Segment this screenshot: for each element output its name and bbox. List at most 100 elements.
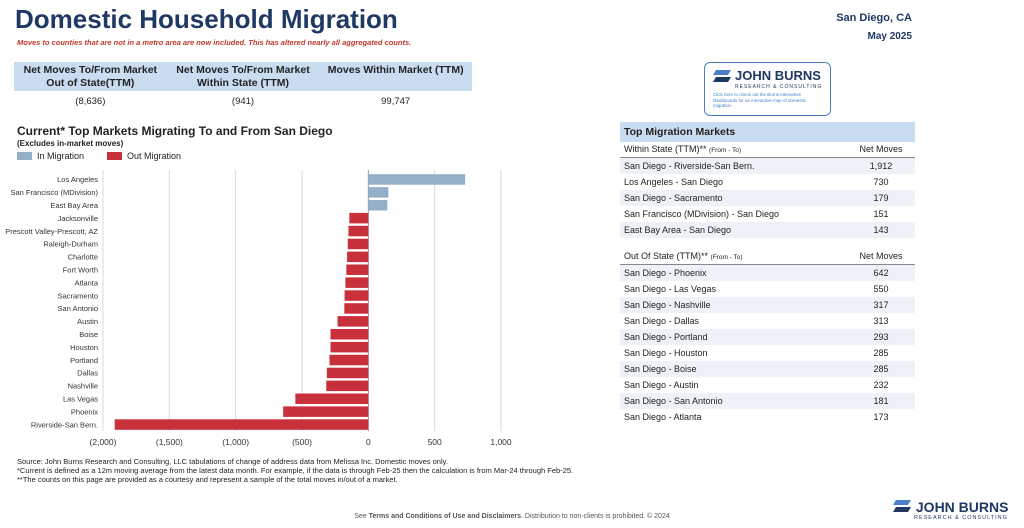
- bar-charlotte: [347, 251, 369, 263]
- footer-logo: JOHN BURNS RESEARCH & CONSULTING: [892, 499, 1008, 521]
- within-state-name: Los Angeles - San Diego: [624, 177, 724, 187]
- category-label: Dallas: [77, 369, 98, 378]
- category-label: Phoenix: [71, 407, 98, 416]
- within-state-row: Los Angeles - San Diego 730: [620, 174, 915, 190]
- footnote-current: *Current is defined as a 12m moving aver…: [17, 466, 574, 475]
- legend-in-migration: In Migration: [17, 151, 84, 161]
- bar-east-bay-area: [368, 200, 388, 211]
- out-of-state-name: San Diego - Las Vegas: [624, 284, 717, 294]
- within-state-row: San Diego - Riverside-San Bern. 1,912: [620, 158, 915, 174]
- logo-brand: JOHN BURNS: [735, 68, 821, 83]
- category-label: Fort Worth: [63, 266, 98, 275]
- out-of-state-name: San Diego - Austin: [624, 380, 699, 390]
- category-label: Austin: [77, 317, 98, 326]
- bar-los-angeles: [368, 174, 466, 185]
- within-state-header: Within State (TTM)** (From - To) Net Mov…: [620, 142, 915, 158]
- bar-fort-worth: [346, 264, 369, 275]
- within-state-value: 143: [873, 225, 889, 235]
- summary-value-within-market: 99,747: [381, 96, 411, 107]
- category-label: Charlotte: [68, 253, 98, 262]
- page-title: Domestic Household Migration: [15, 4, 398, 34]
- summary-value-within-state: (941): [231, 96, 255, 107]
- out-of-state-name: San Diego - Boise: [624, 364, 697, 374]
- within-state-name: San Francisco (MDivision) - San Diego: [624, 209, 780, 219]
- legend-out-label: Out Migration: [127, 151, 182, 161]
- footer-logo-brand: JOHN BURNS: [915, 499, 1009, 515]
- within-state-label: Within State (TTM)**: [624, 144, 707, 154]
- logo-brand-sub: RESEARCH & CONSULTING: [735, 84, 823, 90]
- summary-table: Net Moves To/From Market Out of State(TT…: [14, 62, 472, 107]
- category-label: Atlanta: [75, 278, 99, 287]
- out-of-state-row: San Diego - Phoenix 642: [620, 265, 915, 281]
- legend-out-migration: Out Migration: [107, 151, 181, 161]
- category-label: Houston: [70, 343, 98, 352]
- bar-jacksonville: [349, 212, 369, 224]
- bar-san-francisco-mdivision-: [368, 187, 389, 198]
- out-of-state-row: San Diego - Boise 285: [620, 361, 915, 377]
- bar-boise: [330, 329, 369, 340]
- out-of-state-row: San Diego - Atlanta 173: [620, 409, 915, 425]
- category-label: East Bay Area: [50, 201, 98, 210]
- top-markets-title: Top Migration Markets: [620, 122, 915, 142]
- bar-austin: [337, 316, 369, 327]
- within-state-col: Net Moves: [859, 144, 903, 154]
- out-of-state-col: Net Moves: [859, 251, 903, 261]
- out-of-state-row: San Diego - Portland 293: [620, 329, 915, 345]
- page-subtitle: Moves to counties that are not in a metr…: [17, 38, 412, 47]
- bar-riverside-san-bern-: [114, 419, 369, 430]
- footer-post: . Distribution to non-clients is prohibi…: [521, 513, 670, 520]
- x-tick-label: (2,000): [90, 437, 117, 447]
- summary-header-out-of-state: Net Moves To/From Market Out of State(TT…: [23, 64, 158, 89]
- out-of-state-name: San Diego - Portland: [624, 332, 708, 342]
- terms-link[interactable]: Terms and Conditions of Use and Disclaim…: [368, 513, 521, 520]
- summary-header-within-state: Net Moves To/From Market Within State (T…: [176, 64, 310, 89]
- footer-pre: See: [354, 513, 369, 520]
- dashboard-link-logo[interactable]: JOHN BURNS RESEARCH & CONSULTING Click h…: [704, 62, 831, 116]
- report-date: May 2025: [867, 31, 912, 42]
- bar-sacramento: [344, 290, 369, 301]
- category-label: Portland: [70, 356, 98, 365]
- within-state-name: East Bay Area - San Diego: [624, 225, 732, 235]
- within-state-name: San Diego - Sacramento: [624, 193, 723, 203]
- legend-in-label: In Migration: [37, 151, 85, 161]
- within-state-row: San Francisco (MDivision) - San Diego 151: [620, 206, 915, 222]
- footer-logo-sub: RESEARCH & CONSULTING: [914, 515, 1008, 521]
- category-label: San Antonio: [58, 304, 98, 313]
- out-of-state-row: San Diego - San Antonio 181: [620, 393, 915, 409]
- bar-dallas: [326, 367, 369, 379]
- chart-subtitle: (Excludes in-market moves): [17, 139, 124, 148]
- out-of-state-value: 285: [873, 364, 889, 374]
- summary-header-within-market: Moves Within Market (TTM): [327, 64, 464, 76]
- legend-out-swatch: [107, 152, 122, 160]
- john-burns-logo-icon: [713, 69, 731, 83]
- category-label: Boise: [79, 330, 98, 339]
- out-of-state-row: San Diego - Las Vegas 550: [620, 281, 915, 297]
- dashboard-link-note[interactable]: Click here to check out the Burns Intera…: [713, 92, 807, 108]
- out-of-state-row: San Diego - Austin 232: [620, 377, 915, 393]
- category-label: Jacksonville: [58, 214, 98, 223]
- bar-portland: [329, 354, 369, 366]
- out-of-state-rows: San Diego - Phoenix 642 San Diego - Las Ve…: [620, 265, 915, 425]
- bar-houston: [330, 341, 369, 353]
- out-of-state-label: Out Of State (TTM)**: [624, 251, 709, 261]
- out-of-state-name: San Diego - Houston: [624, 348, 708, 358]
- x-tick-label: 500: [428, 437, 442, 447]
- market-location: San Diego, CA: [836, 12, 912, 24]
- x-tick-label: 1,000: [490, 437, 512, 447]
- out-of-state-value: 642: [873, 268, 889, 278]
- within-state-row: East Bay Area - San Diego 143: [620, 222, 915, 238]
- out-of-state-value: 293: [873, 332, 889, 342]
- bar-prescott-valley-prescott-az: [348, 225, 369, 237]
- out-of-state-row: San Diego - Dallas 313: [620, 313, 915, 329]
- x-tick-label: (1,000): [222, 437, 249, 447]
- footnote-counts: **The counts on this page are provided a…: [17, 475, 398, 484]
- out-of-state-label-small: (From - To): [710, 254, 743, 261]
- legend-in-swatch: [17, 152, 32, 160]
- out-of-state-name: San Diego - Dallas: [624, 316, 700, 326]
- out-of-state-row: San Diego - Nashville 317: [620, 297, 915, 313]
- x-tick-label: (1,500): [156, 437, 183, 447]
- top-migration-markets: Top Migration Markets Within State (TTM)…: [620, 122, 915, 425]
- chart-title: Current* Top Markets Migrating To and Fr…: [17, 124, 333, 138]
- category-label: Raleigh-Durham: [43, 240, 98, 249]
- category-label: San Francisco (MDivision): [10, 188, 98, 197]
